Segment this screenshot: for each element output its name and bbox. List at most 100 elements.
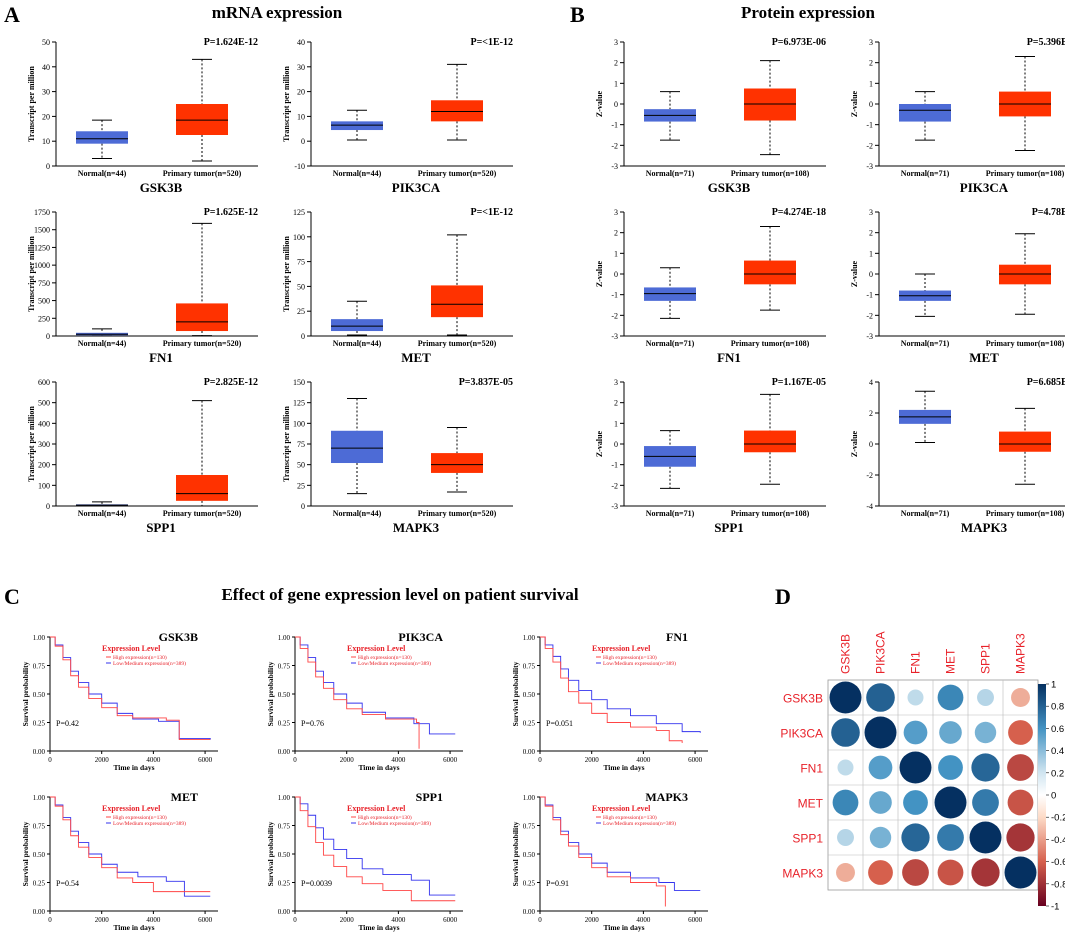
correlation-circle [831,718,860,747]
y-tick-label: -3 [866,162,873,171]
box-normal [331,121,383,131]
y-tick-label: -1 [866,291,873,300]
boxplot-b-mapk3: -4 -2 0 2 4 Z-value Normal(n=71) Primary tumor(… [850,377,1065,535]
y-axis-label: Survival probability [266,821,275,886]
x-category-label: Normal(n=71) [646,169,695,178]
boxplot-a-gsk3b: 0 10 20 30 40 50 Transcript per million Normal(… [27,37,258,195]
y-tick-label: 0.50 [33,851,46,859]
gene-label: GSK3B [140,180,183,195]
legend-item-low: Low/Medium expression(n=389) [603,820,676,827]
y-tick-label: 0 [614,100,618,109]
x-tick-label: 0 [48,756,52,764]
boxplot-a-met: 0 25 50 75 100 125 Transcript per million Norma… [282,207,513,365]
y-tick-label: 1250 [34,243,50,252]
x-axis-label: Time in days [113,763,154,772]
y-tick-label: 2 [614,59,618,68]
correlation-circle [902,859,929,886]
x-category-label: Primary tumor(n=108) [731,509,810,518]
y-tick-label: 1750 [34,208,50,217]
km-plot-mapk3: 0.00 0.25 0.50 0.75 1.00 0 2000 4000 6000 Time in… [511,790,708,932]
y-tick-label: -2 [866,471,873,480]
y-tick-label: 2 [614,229,618,238]
y-tick-label: 125 [293,399,305,408]
y-tick-label: 0.00 [278,908,291,916]
legend-item-high: High expression(n=130) [358,654,412,661]
y-tick-label: -1 [611,461,618,470]
y-tick-label: -1 [866,121,873,130]
row-label: FN1 [800,762,823,776]
panel-label-d: D [775,584,791,609]
y-tick-label: 250 [38,314,50,323]
p-value: P=0.91 [546,879,569,888]
y-tick-label: 500 [38,297,50,306]
y-tick-label: 20 [42,112,50,121]
colorbar-tick-label: 0 [1051,791,1056,802]
p-value: P=1.625E-12 [204,207,258,218]
y-tick-label: 50 [297,282,305,291]
correlation-circle [864,716,897,749]
correlation-circle [899,751,932,784]
colorbar-tick-label: -0.8 [1051,879,1065,890]
x-category-label: Primary tumor(n=108) [986,169,1065,178]
legend-item-low: Low/Medium expression(n=389) [358,660,431,667]
y-tick-label: 0.25 [523,880,536,888]
colorbar-tick-label: 0.4 [1051,746,1064,757]
x-tick-label: 6000 [688,756,703,764]
column-label: MAPK3 [1014,633,1028,674]
box-tumor [176,104,228,135]
gene-label: GSK3B [708,180,751,195]
y-tick-label: -3 [611,162,618,171]
x-category-label: Primary tumor(n=108) [986,509,1065,518]
column-label: FN1 [909,651,923,674]
y-tick-label: 0.00 [278,748,291,756]
correlation-matrix: GSK3B GSK3B PIK3CA PIK3CA FN1 FN1 MET MET SPP1 SP… [780,631,1065,912]
p-value: P=4.274E-18 [772,207,826,218]
boxplot-b-met: -3 -2 -1 0 1 2 3 Z-value Normal(n=71) Primary tum… [850,207,1065,365]
correlation-circle [837,759,854,776]
correlation-circle [938,755,963,780]
y-tick-label: -3 [611,502,618,511]
x-tick-label: 4000 [391,756,406,764]
box-tumor [999,264,1051,285]
colorbar-tick-label: 0.2 [1051,768,1064,779]
legend-title: Expression Level [592,644,651,653]
y-tick-label: 3 [614,38,618,47]
boxplot-a-pik3ca: -10 0 10 20 30 40 Transcript per million Normal… [282,37,513,195]
y-tick-label: -2 [611,311,618,320]
x-category-label: Primary tumor(n=520) [418,169,497,178]
y-tick-label: 3 [614,208,618,217]
y-tick-label: 0 [301,502,305,511]
y-tick-label: 30 [42,88,50,97]
y-tick-label: 1 [869,79,873,88]
correlation-circle [837,829,854,846]
y-tick-label: 1500 [34,226,50,235]
y-tick-label: 1.00 [33,794,46,802]
gene-label: FN1 [666,630,688,644]
y-axis-label: Transcript per million [27,406,36,482]
legend-item-low: Low/Medium expression(n=389) [358,820,431,827]
y-tick-label: 400 [38,419,50,428]
colorbar-tick-label: -1 [1051,902,1059,913]
x-category-label: Primary tumor(n=520) [163,339,242,348]
column-label: SPP1 [979,643,993,674]
correlation-circle [903,720,928,745]
y-tick-label: 150 [293,378,305,387]
p-value: P=5.396E-04 [1027,37,1065,48]
y-axis-label: Survival probability [21,661,30,726]
correlation-circle [937,684,964,711]
x-tick-label: 6000 [443,916,458,924]
box-tumor [744,430,796,453]
y-tick-label: -2 [866,311,873,320]
y-tick-label: 0.75 [523,663,536,671]
y-axis-label: Z-value [595,260,604,287]
box-tumor [431,100,483,122]
y-tick-label: 1 [869,249,873,258]
correlation-circle [868,860,893,885]
y-axis-label: Transcript per million [27,66,36,142]
gene-label: FN1 [717,350,741,365]
y-tick-label: 1 [614,419,618,428]
correlation-circle [974,721,997,744]
x-axis-label: Time in days [358,763,399,772]
p-value: P=4.78E-18 [1032,207,1065,218]
